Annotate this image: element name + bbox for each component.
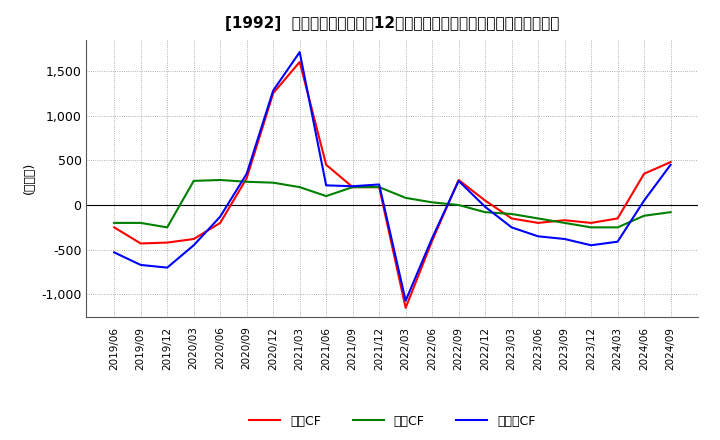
投資CF — [428, 200, 436, 205]
営業CF — [163, 240, 171, 245]
フリーCF — [269, 88, 277, 93]
営業CF — [269, 91, 277, 96]
営業CF — [481, 198, 490, 203]
投資CF — [348, 184, 357, 190]
フリーCF — [666, 162, 675, 168]
投資CF — [243, 179, 251, 184]
営業CF — [295, 59, 304, 65]
投資CF — [534, 216, 542, 221]
投資CF — [163, 225, 171, 230]
営業CF — [110, 225, 119, 230]
営業CF — [508, 216, 516, 221]
営業CF — [216, 220, 225, 226]
投資CF — [454, 202, 463, 208]
投資CF — [560, 220, 569, 226]
営業CF — [666, 159, 675, 165]
フリーCF — [534, 234, 542, 239]
フリーCF — [348, 183, 357, 189]
フリーCF — [613, 239, 622, 244]
フリーCF — [322, 183, 330, 188]
フリーCF — [560, 236, 569, 242]
投資CF — [295, 184, 304, 190]
Legend: 営業CF, 投資CF, フリーCF: 営業CF, 投資CF, フリーCF — [244, 410, 541, 433]
営業CF — [454, 177, 463, 183]
フリーCF — [401, 298, 410, 303]
投資CF — [640, 213, 649, 218]
フリーCF — [428, 235, 436, 241]
Y-axis label: (百万円): (百万円) — [22, 162, 35, 194]
営業CF — [375, 184, 384, 190]
フリーCF — [110, 250, 119, 255]
投資CF — [587, 225, 595, 230]
フリーCF — [216, 214, 225, 219]
営業CF — [322, 162, 330, 168]
投資CF — [481, 209, 490, 215]
フリーCF — [375, 182, 384, 187]
営業CF — [136, 241, 145, 246]
Line: 営業CF: 営業CF — [114, 62, 670, 308]
Line: フリーCF: フリーCF — [114, 52, 670, 301]
投資CF — [666, 209, 675, 215]
投資CF — [613, 225, 622, 230]
営業CF — [534, 220, 542, 226]
投資CF — [136, 220, 145, 226]
フリーCF — [587, 242, 595, 248]
フリーCF — [295, 49, 304, 55]
フリーCF — [243, 171, 251, 176]
営業CF — [613, 216, 622, 221]
投資CF — [401, 195, 410, 201]
投資CF — [189, 178, 198, 183]
投資CF — [216, 177, 225, 183]
Title: [1992]  キャッシュフローの12か月移動合計の対前年同期増減額の推移: [1992] キャッシュフローの12か月移動合計の対前年同期増減額の推移 — [225, 16, 559, 32]
フリーCF — [163, 265, 171, 270]
営業CF — [243, 176, 251, 181]
営業CF — [401, 305, 410, 311]
投資CF — [110, 220, 119, 226]
フリーCF — [508, 225, 516, 230]
投資CF — [375, 184, 384, 190]
営業CF — [428, 238, 436, 243]
営業CF — [560, 218, 569, 223]
フリーCF — [640, 198, 649, 203]
フリーCF — [189, 242, 198, 248]
営業CF — [348, 184, 357, 190]
フリーCF — [454, 178, 463, 183]
Line: 投資CF: 投資CF — [114, 180, 670, 227]
投資CF — [269, 180, 277, 185]
フリーCF — [136, 262, 145, 268]
営業CF — [189, 236, 198, 242]
投資CF — [508, 211, 516, 216]
フリーCF — [481, 204, 490, 209]
営業CF — [587, 220, 595, 226]
投資CF — [322, 194, 330, 199]
営業CF — [640, 171, 649, 176]
